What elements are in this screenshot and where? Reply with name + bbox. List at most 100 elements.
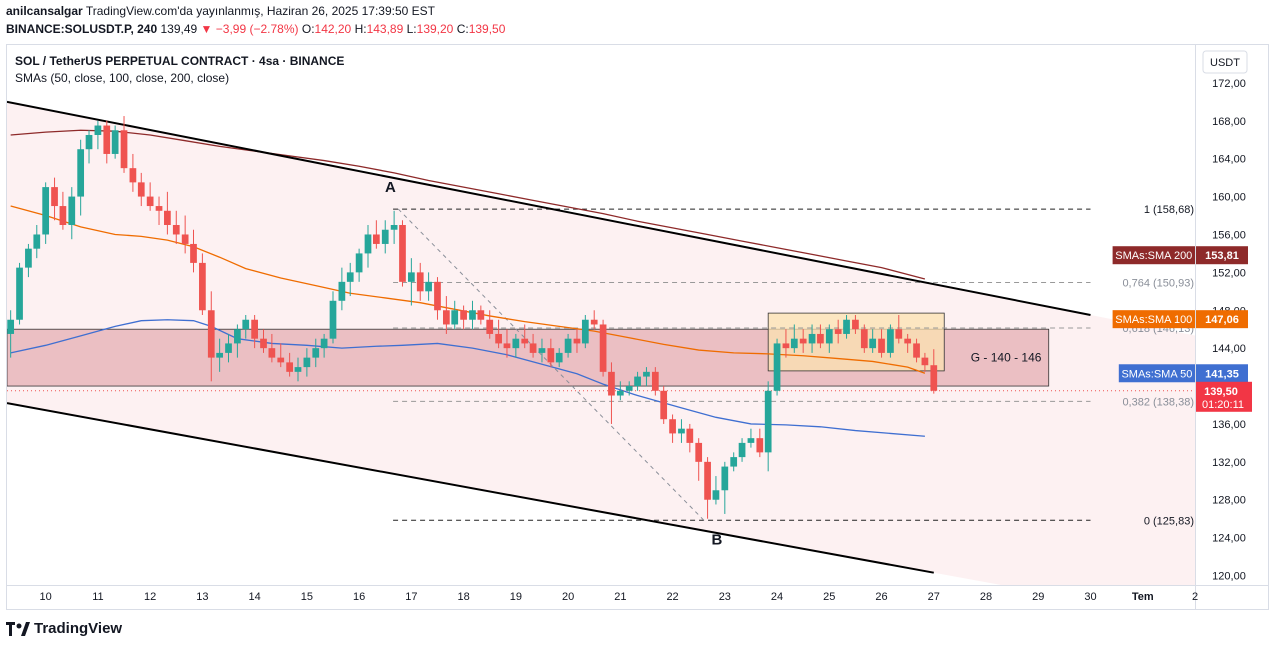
sma-price-label: 147,06: [1205, 314, 1239, 326]
fib-level-label: 0 (125,83): [1144, 515, 1194, 527]
candle-body: [234, 329, 241, 344]
tradingview-logo-icon: [6, 621, 30, 636]
candle-body: [286, 362, 293, 372]
candle-body: [164, 210, 171, 225]
time-tick-label: 29: [1032, 591, 1044, 603]
username[interactable]: anilcansalgar: [6, 4, 83, 18]
low-value: 139,20: [416, 22, 454, 36]
price-tick-label: 160,00: [1212, 192, 1246, 204]
candle-body: [764, 390, 772, 453]
candle-body: [225, 343, 232, 353]
sma-price-tag: [1196, 364, 1248, 383]
candle-body: [7, 319, 15, 334]
sma-name-label: SMAs:SMA 200: [1115, 250, 1192, 262]
candle-body: [172, 225, 180, 235]
currency-selector[interactable]: [1202, 50, 1248, 74]
candle-body: [242, 319, 250, 330]
candle-body: [146, 196, 154, 207]
candle-body: [817, 333, 824, 344]
candle-body: [155, 206, 163, 211]
candle-body: [320, 338, 328, 349]
candle-body: [338, 281, 346, 301]
candle-body: [469, 310, 476, 320]
candle-body: [860, 329, 868, 349]
last-price-value: 139,49: [160, 22, 198, 36]
candle-body: [712, 490, 720, 500]
candle-body: [878, 338, 885, 353]
down-arrow-icon: ▼: [200, 22, 213, 36]
candle-body: [730, 457, 738, 467]
candle-body: [529, 343, 537, 353]
time-tick-label: 28: [980, 591, 992, 603]
price-tick-label: 124,00: [1212, 533, 1246, 545]
candle-body: [521, 338, 529, 344]
price-tick-label: 128,00: [1212, 495, 1246, 507]
candle-body: [678, 428, 685, 434]
price-tick-label: 152,00: [1212, 267, 1246, 279]
tradingview-logo[interactable]: TradingView: [6, 620, 122, 637]
candle-body: [68, 196, 76, 225]
candle-body: [660, 390, 668, 420]
candle-body: [312, 348, 320, 358]
time-tick-label: Tem: [1132, 591, 1154, 603]
candle-body: [303, 357, 311, 368]
candle-body: [451, 310, 459, 325]
candle-body: [416, 272, 424, 292]
candle-body: [329, 300, 337, 339]
candle-body: [904, 338, 912, 344]
candle-body: [181, 234, 189, 244]
low-label: L:: [406, 22, 417, 36]
footer: TradingView: [0, 612, 1275, 648]
price-tick-label: 156,00: [1212, 229, 1246, 241]
candle-body: [434, 281, 441, 311]
chart-pane[interactable]: G - 140 - 146 1 (158,68) 0,764 (150,93) 0,6…: [6, 44, 1269, 610]
sma-name-tag: [1118, 364, 1195, 383]
candle-body: [407, 272, 415, 282]
candle-body: [207, 310, 215, 358]
candle-body: [808, 333, 816, 344]
candle-body: [843, 319, 850, 334]
candle-body: [616, 390, 624, 396]
candle-body: [51, 187, 58, 207]
candle-body: [346, 272, 354, 282]
candle-body: [251, 319, 258, 339]
time-tick-label: 17: [405, 591, 417, 603]
candle-body: [608, 371, 615, 396]
candle-body: [59, 206, 67, 225]
candle-timer-label: 01:20:11: [1202, 399, 1244, 411]
candle-body: [825, 329, 833, 344]
candle-body: [738, 442, 746, 458]
candle-body: [381, 229, 389, 244]
legend-indicator[interactable]: SMAs (50, close, 100, close, 200, close): [15, 71, 230, 85]
time-tick-label: 11: [92, 591, 103, 603]
candle-body: [555, 352, 563, 363]
candle-body: [669, 419, 676, 434]
candle-body: [782, 343, 790, 349]
candle-body: [930, 365, 938, 391]
candle-body: [216, 352, 223, 358]
candle-body: [372, 234, 380, 244]
time-tick-label: 18: [457, 591, 469, 603]
time-tick-label: 19: [510, 591, 522, 603]
candle-body: [33, 234, 41, 249]
publish-line: anilcansalgar TradingView.com'da yayınla…: [6, 4, 435, 18]
candle-body: [625, 386, 633, 391]
candle-body: [756, 438, 764, 453]
brand-name: TradingView: [34, 620, 123, 637]
time-tick-label: 27: [928, 591, 940, 603]
sma-name-label: SMAs:SMA 100: [1115, 314, 1192, 326]
symbol-code: BINANCE:SOLUSDT.P, 240: [6, 22, 158, 36]
time-tick-label: 20: [562, 591, 574, 603]
close-label: C:: [456, 22, 469, 36]
sma-price-tag: [1196, 246, 1248, 265]
ohlc-line: BINANCE:SOLUSDT.P, 240 139,49 ▼ −3,99 (−…: [6, 22, 505, 36]
time-tick-label: 25: [823, 591, 835, 603]
candle-body: [799, 338, 807, 344]
candle-body: [887, 329, 894, 353]
open-label: O:: [301, 22, 315, 36]
fib-level-label: 0,382 (138,38): [1122, 396, 1194, 408]
candle-body: [94, 125, 102, 135]
time-tick-label: 23: [719, 591, 731, 603]
price-tick-label: 168,00: [1212, 116, 1246, 128]
